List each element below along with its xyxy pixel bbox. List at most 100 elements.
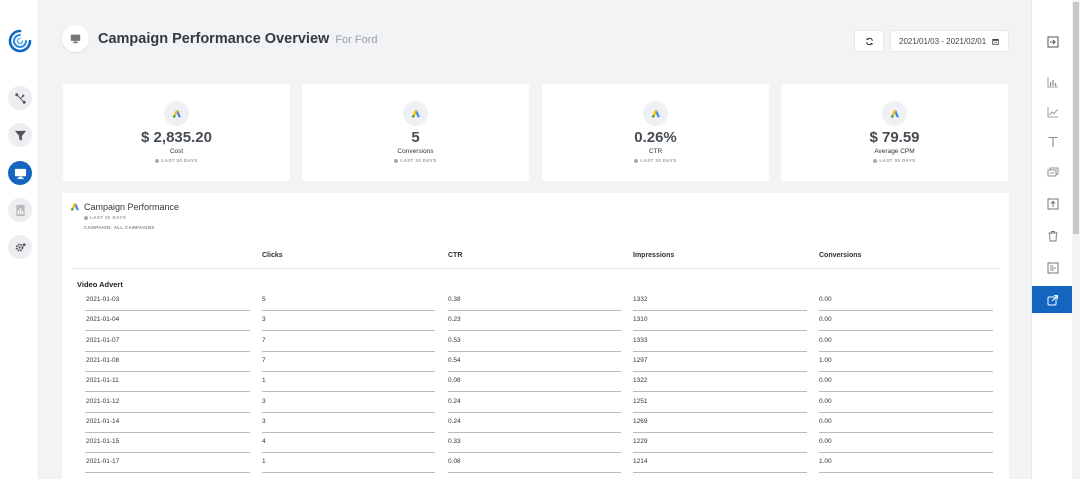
table-cell-ctr: 0.54 — [448, 351, 621, 372]
table-cell-clicks: 5 — [262, 290, 435, 311]
date-range-picker[interactable]: 2021/01/03 - 2021/02/01 — [890, 30, 1009, 52]
left-sidebar — [0, 0, 39, 479]
nav-monitor-button[interactable] — [8, 161, 32, 185]
google-ads-icon — [70, 203, 79, 211]
panel-header: Campaign Performance LAST 30 DAYS CAMPAI… — [70, 202, 179, 230]
kpi-label: Conversions — [397, 148, 434, 155]
kpi-value: 0.26% — [634, 129, 677, 146]
line-chart-button[interactable] — [1032, 98, 1073, 125]
kpi-card-average-cpm: $ 79.59 Average CPM LAST 30 DAYS — [781, 84, 1008, 181]
clock-icon — [155, 158, 160, 163]
table-cell-impressions: 1269 — [633, 412, 807, 433]
upload-icon — [1047, 198, 1058, 209]
filter-icon — [14, 130, 26, 141]
refresh-button[interactable] — [854, 30, 884, 52]
kpi-value: $ 79.59 — [869, 129, 920, 146]
nav-report-button[interactable] — [8, 198, 32, 222]
bar-chart-icon — [1047, 76, 1058, 87]
upload-button[interactable] — [1032, 190, 1073, 217]
table-cell-date: 2021-01-07 — [85, 331, 250, 352]
table-cell-conversions: 1.00 — [819, 351, 993, 372]
kpi-card-ctr: 0.26% CTR LAST 30 DAYS — [542, 84, 769, 181]
google-ads-icon — [164, 101, 189, 126]
table-cell-conversions: 0.00 — [819, 392, 993, 413]
panel-title-text: Campaign Performance — [84, 202, 180, 212]
table-button[interactable] — [1032, 254, 1073, 281]
exit-button[interactable] — [1032, 28, 1073, 55]
table-cell-ctr: 0.24 — [448, 412, 621, 433]
column-header-conversions[interactable]: Conversions — [819, 252, 862, 259]
table-cell-conversions: 1.00 — [819, 452, 993, 474]
column-header-clicks[interactable]: Clicks — [262, 252, 283, 259]
share-icon — [1047, 294, 1058, 305]
settings-icon — [15, 242, 26, 251]
kpi-period: LAST 30 DAYS — [542, 158, 769, 163]
table-cell-impressions: 1251 — [633, 392, 807, 413]
table-icon — [1047, 262, 1058, 273]
kpi-card-cost: $ 2,835.20 Cost LAST 30 DAYS — [63, 84, 290, 181]
exit-icon — [1047, 36, 1058, 47]
table-cell-date: 2021-01-14 — [85, 412, 250, 433]
panel-title: Campaign Performance — [70, 202, 179, 212]
table-cell-date: 2021-01-04 — [85, 310, 250, 332]
table-cell-clicks: 7 — [262, 351, 435, 372]
clock-icon — [634, 158, 639, 163]
panel-period: LAST 30 DAYS — [84, 215, 179, 220]
kpi-period: LAST 30 DAYS — [302, 158, 529, 163]
table-cell-ctr: 0.24 — [448, 392, 621, 413]
table-cell-ctr: 0.33 — [448, 432, 621, 454]
table-cell-date: 2021-01-15 — [85, 432, 250, 454]
text-icon — [1048, 136, 1057, 147]
refresh-icon — [865, 37, 873, 45]
clock-icon — [394, 158, 399, 163]
table-cell-date: 2021-01-08 — [85, 351, 250, 372]
cards-icon — [1047, 167, 1058, 176]
page-scrollbar[interactable] — [1072, 0, 1080, 479]
table-cell-clicks: 1 — [262, 371, 435, 393]
delete-button[interactable] — [1032, 222, 1073, 249]
kpi-value: $ 2,835.20 — [141, 129, 212, 146]
table-cell-date: 2021-01-12 — [85, 392, 250, 413]
monitor-icon — [14, 168, 26, 179]
kpi-label: Average CPM — [874, 148, 915, 155]
table-cell-clicks: 3 — [262, 412, 435, 433]
table-cell-clicks: 3 — [262, 310, 435, 332]
table-cell-conversions: 0.00 — [819, 331, 993, 352]
page-subtitle: For Ford — [335, 34, 378, 46]
table-cell-impressions: 1229 — [633, 432, 807, 454]
page-title: Campaign Performance Overview For Ford — [98, 31, 378, 47]
table-cell-impressions: 1322 — [633, 371, 807, 393]
table-cell-clicks: 1 — [262, 452, 435, 474]
main-content: Campaign Performance Overview For Ford 2… — [39, 0, 1030, 479]
logo-icon[interactable] — [8, 29, 32, 53]
table-cell-conversions: 0.00 — [819, 290, 993, 311]
clock-icon — [84, 215, 88, 220]
group-label: Video Advert — [77, 280, 123, 289]
right-sidebar — [1031, 0, 1073, 479]
nav-connections-button[interactable] — [8, 86, 32, 110]
text-button[interactable] — [1032, 128, 1073, 155]
table-cell-ctr: 0.08 — [448, 371, 621, 393]
share-button[interactable] — [1032, 286, 1073, 313]
table-cell-conversions: 0.00 — [819, 432, 993, 454]
table-cell-ctr: 0.08 — [448, 452, 621, 474]
line-chart-icon — [1047, 106, 1058, 117]
trash-icon — [1048, 230, 1057, 241]
bar-chart-button[interactable] — [1032, 68, 1073, 95]
clock-icon — [873, 158, 878, 163]
table-cell-date: 2021-01-11 — [85, 371, 250, 393]
connections-icon — [14, 92, 26, 104]
google-ads-icon — [643, 101, 668, 126]
cards-button[interactable] — [1032, 158, 1073, 185]
table-cell-impressions: 1333 — [633, 331, 807, 352]
kpi-label: CTR — [648, 148, 663, 155]
column-header-impressions[interactable]: Impressions — [633, 252, 675, 259]
kpi-period: LAST 30 DAYS — [63, 158, 290, 163]
column-header-ctr[interactable]: CTR — [448, 252, 463, 259]
table-cell-impressions: 1214 — [633, 452, 807, 474]
scrollbar-thumb[interactable] — [1073, 2, 1079, 234]
nav-settings-button[interactable] — [8, 235, 32, 259]
table-cell-clicks: 7 — [262, 331, 435, 352]
nav-filter-button[interactable] — [8, 123, 32, 147]
kpi-card-conversions: 5 Conversions LAST 30 DAYS — [302, 84, 529, 181]
